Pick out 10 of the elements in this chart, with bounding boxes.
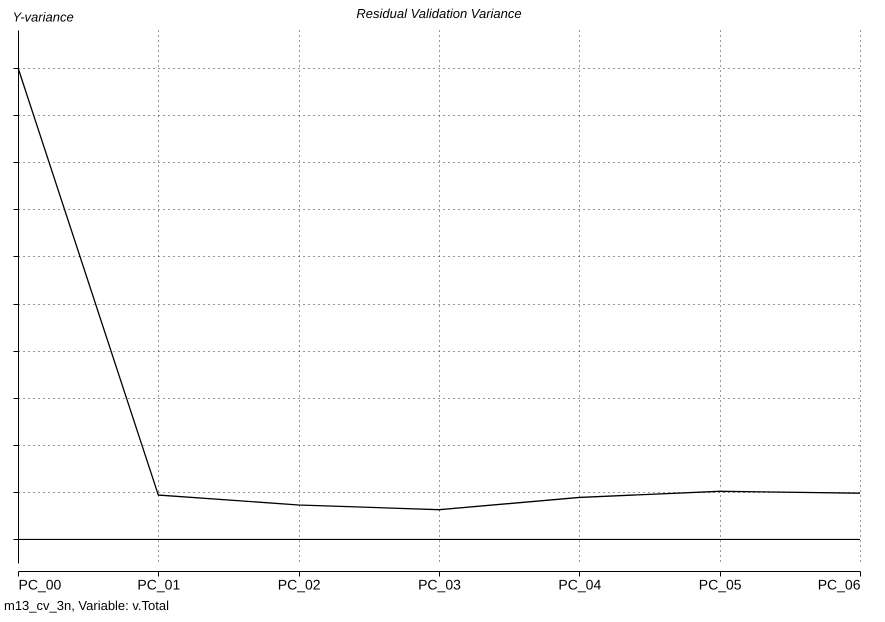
text: m13_cv_3n, Variable: v.Total — [4, 598, 169, 613]
x-tick-label: PC_05 — [698, 576, 742, 592]
x-tick-label: PC_03 — [418, 576, 462, 592]
chart-title: Residual Validation Variance — [356, 6, 522, 21]
y-axis-title: Y-variance — [12, 10, 74, 24]
x-tick-label: PC_00 — [18, 576, 62, 592]
x-tick-label: PC_06 — [818, 576, 861, 592]
x-tick-label: PC_02 — [278, 576, 321, 592]
x-tick-label: PC_01 — [137, 576, 180, 592]
x-tick-label: PC_04 — [558, 576, 602, 592]
